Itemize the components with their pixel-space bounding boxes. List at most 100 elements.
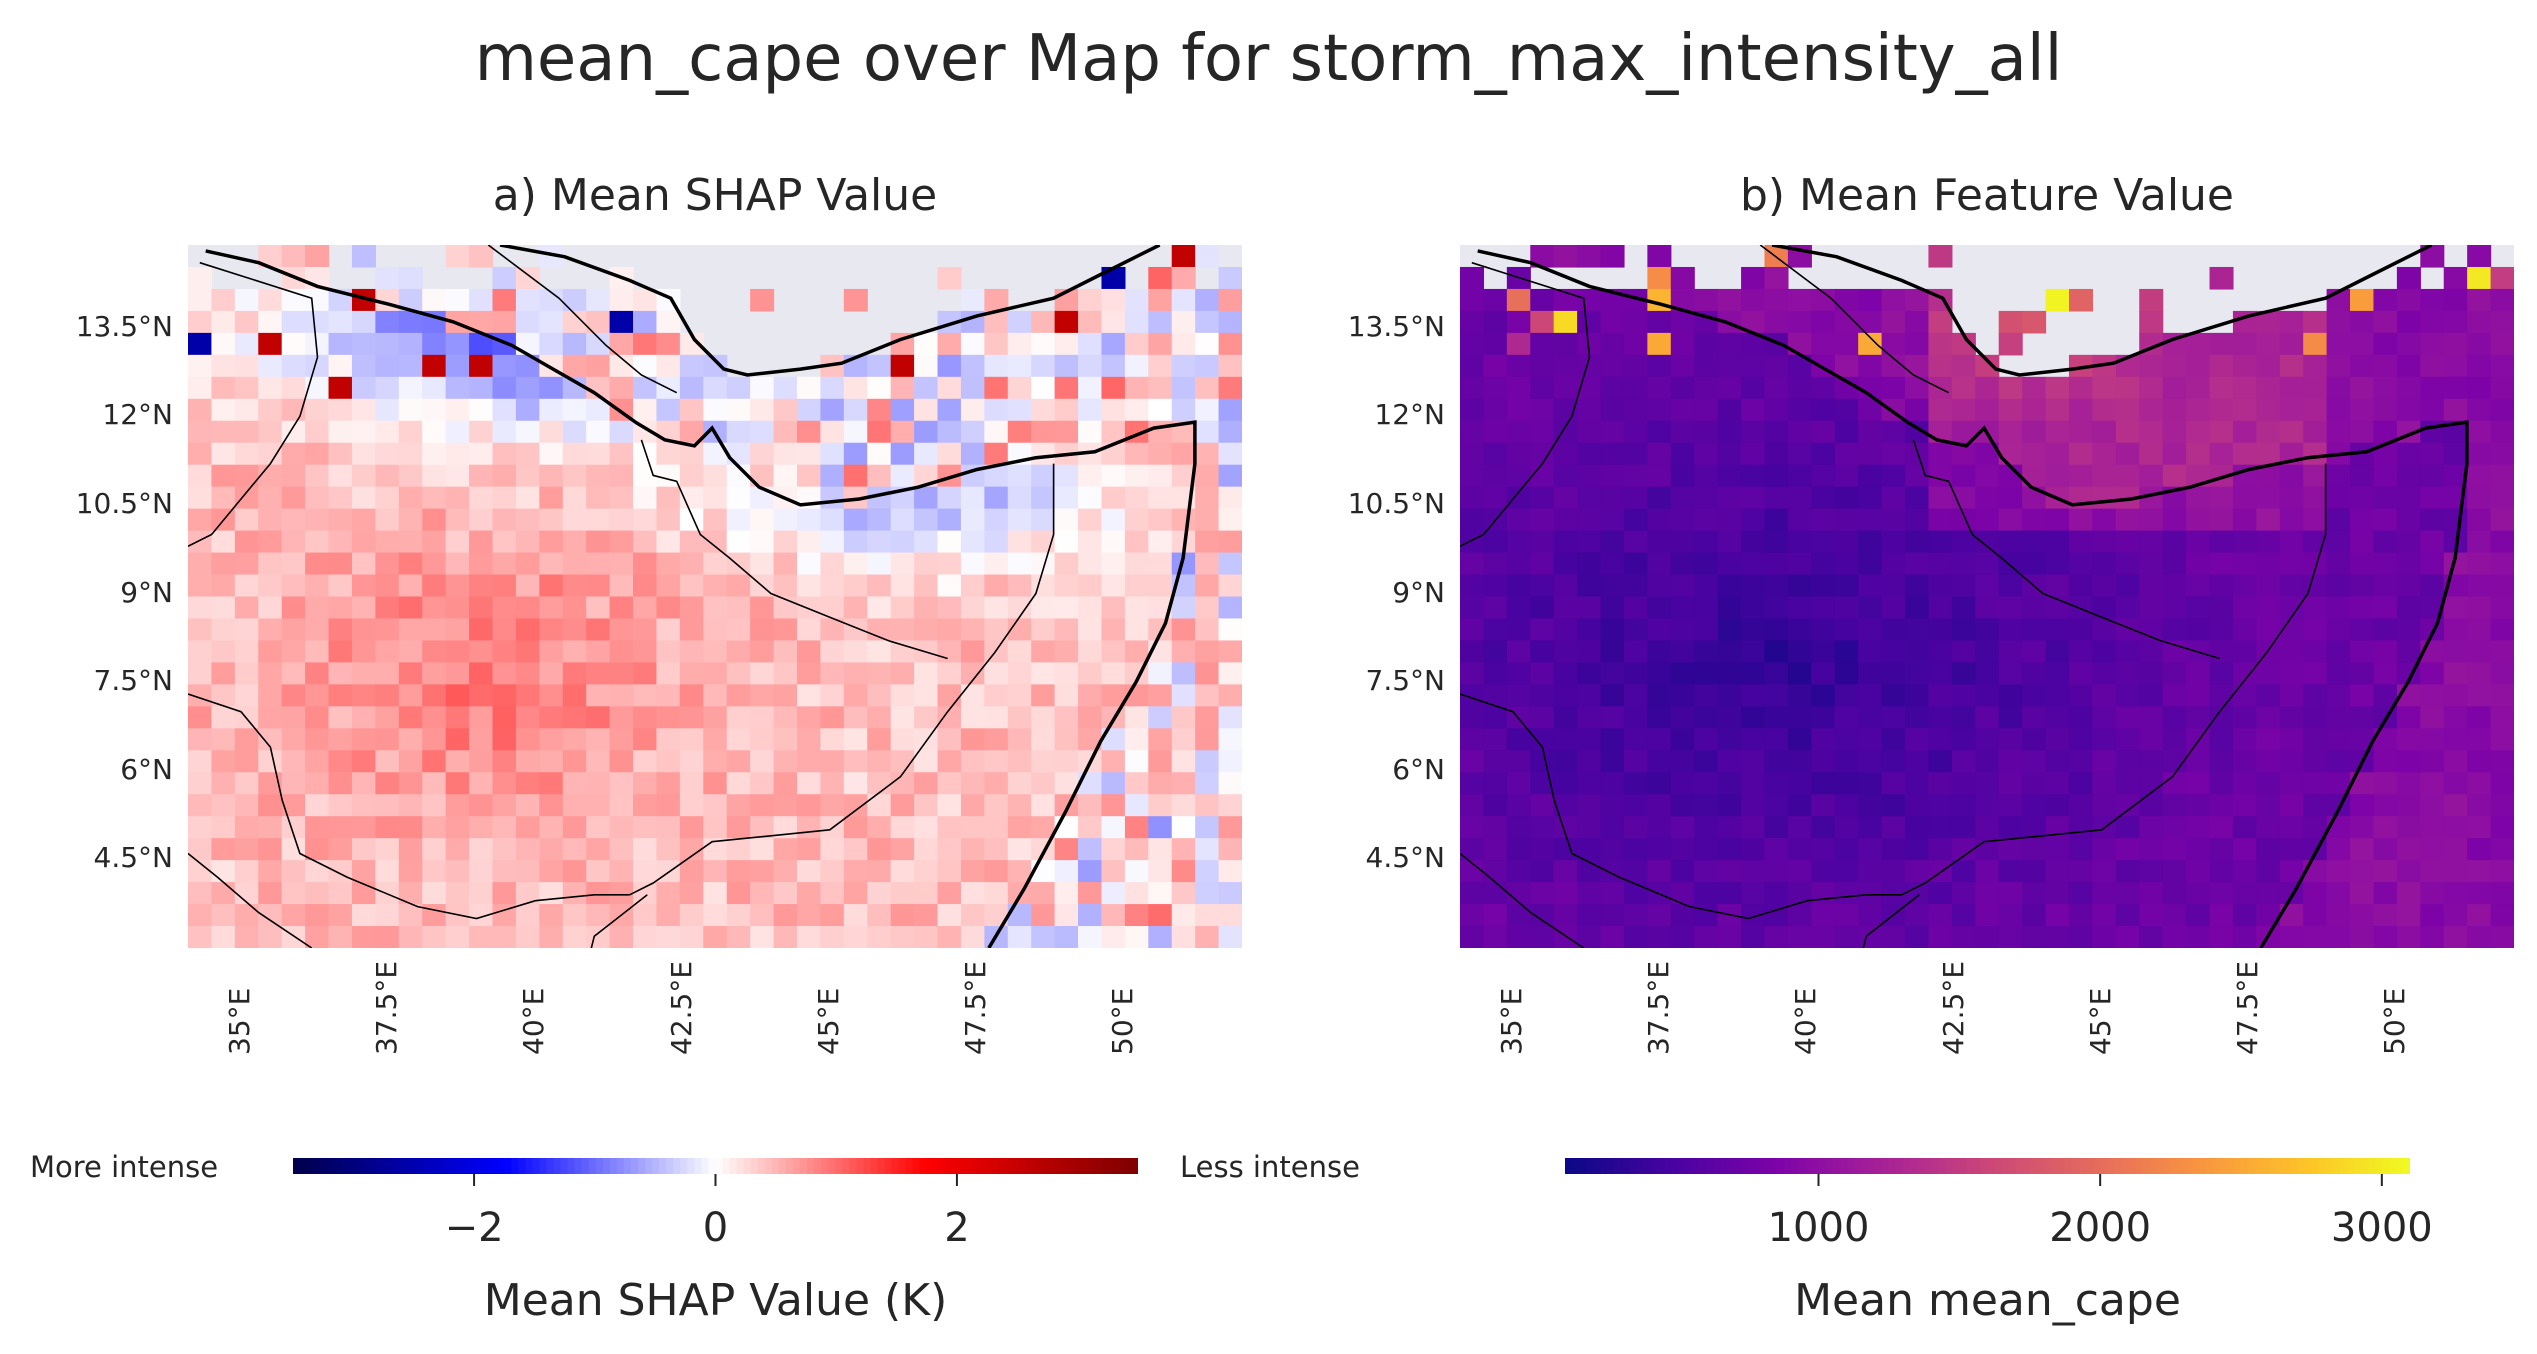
cape-cell bbox=[2490, 882, 2514, 905]
shap-cell bbox=[937, 618, 962, 642]
shap-cell bbox=[258, 288, 283, 312]
cape-cell bbox=[2162, 684, 2187, 707]
shap-cell bbox=[258, 860, 283, 883]
cape-cell bbox=[1623, 772, 1648, 795]
shap-cell bbox=[328, 486, 353, 510]
cape-cell bbox=[1694, 750, 1719, 773]
shap-cell bbox=[820, 904, 845, 927]
cape-cell bbox=[2279, 508, 2304, 532]
cape-cell bbox=[1951, 442, 1976, 466]
shap-cell bbox=[890, 860, 915, 883]
shap-cell bbox=[469, 596, 494, 620]
cape-cell bbox=[1834, 882, 1859, 905]
shap-cell bbox=[890, 618, 915, 642]
shap-cell bbox=[562, 464, 587, 488]
colorbar-segment bbox=[736, 1158, 745, 1174]
shap-cell bbox=[843, 508, 868, 532]
shap-cell bbox=[515, 860, 540, 883]
cape-cell bbox=[1998, 332, 2023, 356]
shap-cell bbox=[445, 376, 470, 400]
colorbar-segment bbox=[969, 1158, 977, 1174]
colorbar-segment bbox=[2135, 1158, 2144, 1174]
shap-cell bbox=[351, 706, 376, 729]
cape-cell bbox=[2279, 420, 2304, 444]
cape-cell bbox=[2467, 420, 2492, 444]
shap-cell bbox=[937, 420, 962, 444]
shap-cell bbox=[984, 838, 1009, 861]
shap-cell bbox=[422, 772, 447, 795]
cape-cell bbox=[1506, 574, 1531, 598]
shap-cell bbox=[398, 464, 423, 488]
colorbar-segment bbox=[1874, 1158, 1883, 1174]
shap-cell bbox=[188, 508, 213, 532]
shap-cell bbox=[562, 288, 587, 312]
shap-cell bbox=[633, 860, 658, 883]
shap-cell bbox=[586, 486, 611, 510]
cape-cell bbox=[1577, 574, 1602, 598]
shap-cell bbox=[1124, 288, 1149, 312]
cape-cell bbox=[1553, 552, 1578, 576]
cape-cell bbox=[2068, 530, 2093, 554]
shap-cell bbox=[750, 838, 775, 861]
cape-cell bbox=[1811, 596, 1836, 620]
cape-cell bbox=[1577, 530, 1602, 554]
shap-cell bbox=[820, 860, 845, 883]
shap-cell bbox=[914, 794, 939, 817]
shap-cell bbox=[867, 838, 892, 861]
shap-cell bbox=[726, 574, 751, 598]
shap-cell bbox=[796, 838, 821, 861]
shap-cell bbox=[492, 266, 517, 290]
shap-cell bbox=[984, 508, 1009, 532]
cape-cell bbox=[1787, 530, 1812, 554]
colorbar-segment bbox=[1060, 1158, 1069, 1174]
cape-cell bbox=[1670, 332, 1695, 356]
cape-cell bbox=[2162, 926, 2187, 948]
shap-cell bbox=[656, 750, 681, 773]
colorbar-segment bbox=[800, 1158, 808, 1174]
shap-cell bbox=[796, 398, 821, 422]
shap-cell bbox=[890, 442, 915, 466]
shap-cell bbox=[867, 728, 892, 751]
shap-cell bbox=[492, 926, 517, 948]
shap-cell bbox=[492, 354, 517, 378]
cape-cell bbox=[2373, 772, 2398, 795]
cape-cell bbox=[2139, 530, 2164, 554]
colorbar-segment bbox=[1670, 1158, 1679, 1174]
shap-cell bbox=[328, 816, 353, 839]
cape-cell bbox=[1623, 310, 1648, 334]
shap-cell bbox=[820, 464, 845, 488]
cape-cell bbox=[2232, 904, 2257, 927]
shap-cell bbox=[937, 926, 962, 948]
shap-cell bbox=[281, 574, 306, 598]
colorbar-segment bbox=[2255, 1158, 2263, 1174]
shap-cell bbox=[820, 420, 845, 444]
cape-cell bbox=[2256, 552, 2281, 576]
shap-cell bbox=[539, 245, 564, 268]
cape-cell bbox=[1530, 310, 1555, 334]
shap-cell bbox=[1171, 706, 1196, 729]
shap-cell bbox=[1171, 398, 1196, 422]
shap-cell bbox=[469, 750, 494, 773]
cape-cell bbox=[2420, 354, 2445, 378]
shap-cell bbox=[328, 640, 353, 664]
shap-cell bbox=[422, 926, 447, 948]
shap-cell bbox=[796, 552, 821, 576]
shap-cell bbox=[1101, 750, 1126, 773]
cape-cell bbox=[2467, 772, 2492, 795]
colorbar-segment bbox=[356, 1158, 365, 1174]
cape-cell bbox=[2209, 552, 2234, 576]
colorbar-segment bbox=[933, 1158, 942, 1174]
shap-cell bbox=[445, 552, 470, 576]
shap-cell bbox=[1195, 354, 1220, 378]
shap-cell bbox=[1148, 838, 1173, 861]
shap-cell bbox=[281, 552, 306, 576]
cape-cell bbox=[2467, 442, 2492, 466]
colorbar-segment bbox=[1628, 1158, 1637, 1174]
cape-cell bbox=[1647, 904, 1672, 927]
shap-cell bbox=[1148, 684, 1173, 707]
colorbar-segment bbox=[462, 1158, 470, 1174]
shap-cell bbox=[328, 684, 353, 707]
cape-cell bbox=[1998, 442, 2023, 466]
cape-cell bbox=[1764, 816, 1789, 839]
shap-cell bbox=[1031, 486, 1056, 510]
